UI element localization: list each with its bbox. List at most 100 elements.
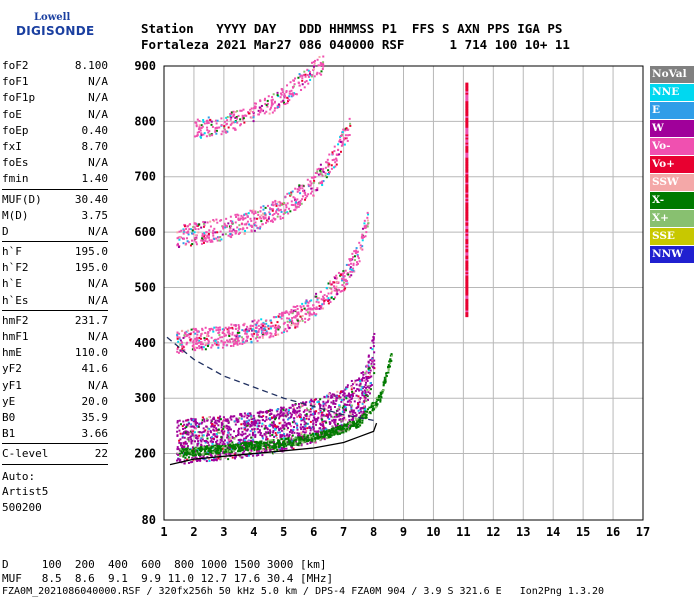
echo-point bbox=[349, 267, 352, 270]
echo-point bbox=[312, 428, 315, 431]
echo-point bbox=[371, 359, 374, 362]
echo-point bbox=[290, 444, 293, 447]
echo-point bbox=[389, 358, 392, 361]
echo-point bbox=[225, 419, 228, 422]
echo-point bbox=[239, 109, 242, 112]
echo-point bbox=[210, 439, 213, 442]
echo-point bbox=[288, 433, 291, 436]
echo-point bbox=[322, 307, 325, 310]
echo-point bbox=[293, 442, 296, 445]
echo-point bbox=[197, 425, 200, 428]
echo-point bbox=[197, 452, 200, 455]
echo-point bbox=[308, 311, 311, 314]
echo-point bbox=[340, 431, 343, 434]
echo-point bbox=[267, 324, 270, 327]
x-tick-label: 3 bbox=[220, 525, 227, 539]
echo-point bbox=[260, 326, 263, 329]
echo-point bbox=[298, 436, 301, 439]
echo-point bbox=[244, 332, 247, 335]
echo-point bbox=[330, 415, 333, 418]
echo-point bbox=[309, 429, 312, 432]
echo-point bbox=[336, 427, 339, 430]
echo-point bbox=[300, 308, 303, 311]
echo-point bbox=[204, 348, 207, 351]
echo-point bbox=[257, 227, 260, 230]
echo-point bbox=[309, 307, 312, 310]
echo-point bbox=[185, 451, 188, 454]
echo-point bbox=[375, 403, 378, 406]
echo-point bbox=[296, 426, 299, 429]
echo-point bbox=[281, 407, 284, 410]
echo-point bbox=[246, 329, 249, 332]
echo-point bbox=[242, 433, 245, 436]
echo-point bbox=[319, 169, 322, 172]
echo-point bbox=[369, 411, 372, 414]
echo-point bbox=[320, 173, 323, 176]
echo-point bbox=[277, 201, 280, 204]
echo-point bbox=[176, 350, 179, 353]
echo-point bbox=[334, 165, 337, 168]
echo-point bbox=[199, 341, 202, 344]
echo-point bbox=[350, 388, 353, 391]
echo-point bbox=[263, 448, 266, 451]
echo-point bbox=[227, 234, 230, 237]
echo-point bbox=[371, 409, 374, 412]
echo-point bbox=[356, 262, 359, 265]
vertical-band-point bbox=[465, 120, 469, 123]
echo-point bbox=[225, 123, 228, 126]
echo-point bbox=[296, 325, 299, 328]
echo-point bbox=[325, 430, 328, 433]
echo-point bbox=[209, 240, 212, 243]
echo-point bbox=[292, 79, 295, 82]
echo-point bbox=[281, 314, 284, 317]
echo-point bbox=[258, 430, 261, 433]
echo-point bbox=[227, 443, 230, 446]
echo-point bbox=[179, 343, 182, 346]
echo-point bbox=[272, 441, 275, 444]
echo-point bbox=[377, 398, 380, 401]
echo-point bbox=[257, 431, 260, 434]
echo-point bbox=[299, 203, 302, 206]
echo-point bbox=[352, 410, 355, 413]
echo-point bbox=[250, 442, 253, 445]
echo-point bbox=[177, 447, 180, 450]
echo-point bbox=[339, 414, 342, 417]
echo-point bbox=[262, 329, 265, 332]
echo-point bbox=[276, 448, 279, 451]
echo-point bbox=[349, 270, 352, 273]
echo-point bbox=[306, 178, 309, 181]
echo-point bbox=[189, 338, 192, 341]
echo-point bbox=[379, 399, 382, 402]
echo-point bbox=[345, 127, 348, 130]
echo-point bbox=[357, 257, 360, 260]
echo-point bbox=[300, 423, 303, 426]
echo-point bbox=[297, 205, 300, 208]
auto-line: Auto: bbox=[2, 469, 36, 483]
echo-point bbox=[199, 459, 202, 462]
param-row: B0 35.9 bbox=[2, 410, 108, 426]
echo-point bbox=[285, 414, 288, 417]
echo-point bbox=[189, 244, 192, 247]
param-value: N/A bbox=[88, 330, 108, 343]
echo-point bbox=[230, 221, 233, 224]
echo-point bbox=[321, 298, 324, 301]
echo-point bbox=[265, 411, 268, 414]
echo-point bbox=[375, 400, 378, 403]
echo-point bbox=[229, 345, 232, 348]
echo-point bbox=[278, 440, 281, 443]
echo-point bbox=[327, 398, 330, 401]
echo-point bbox=[241, 216, 244, 219]
echo-point bbox=[329, 431, 332, 434]
echo-point bbox=[267, 327, 270, 330]
echo-point bbox=[339, 390, 342, 393]
echo-point bbox=[230, 443, 233, 446]
echo-point bbox=[319, 163, 322, 166]
echo-point bbox=[282, 330, 285, 333]
echo-point bbox=[234, 457, 237, 460]
echo-point bbox=[325, 286, 328, 289]
param-key: foEp bbox=[2, 123, 29, 137]
echo-point bbox=[176, 333, 179, 336]
echo-point bbox=[299, 192, 302, 195]
echo-point bbox=[366, 388, 369, 391]
echo-point bbox=[231, 220, 234, 223]
